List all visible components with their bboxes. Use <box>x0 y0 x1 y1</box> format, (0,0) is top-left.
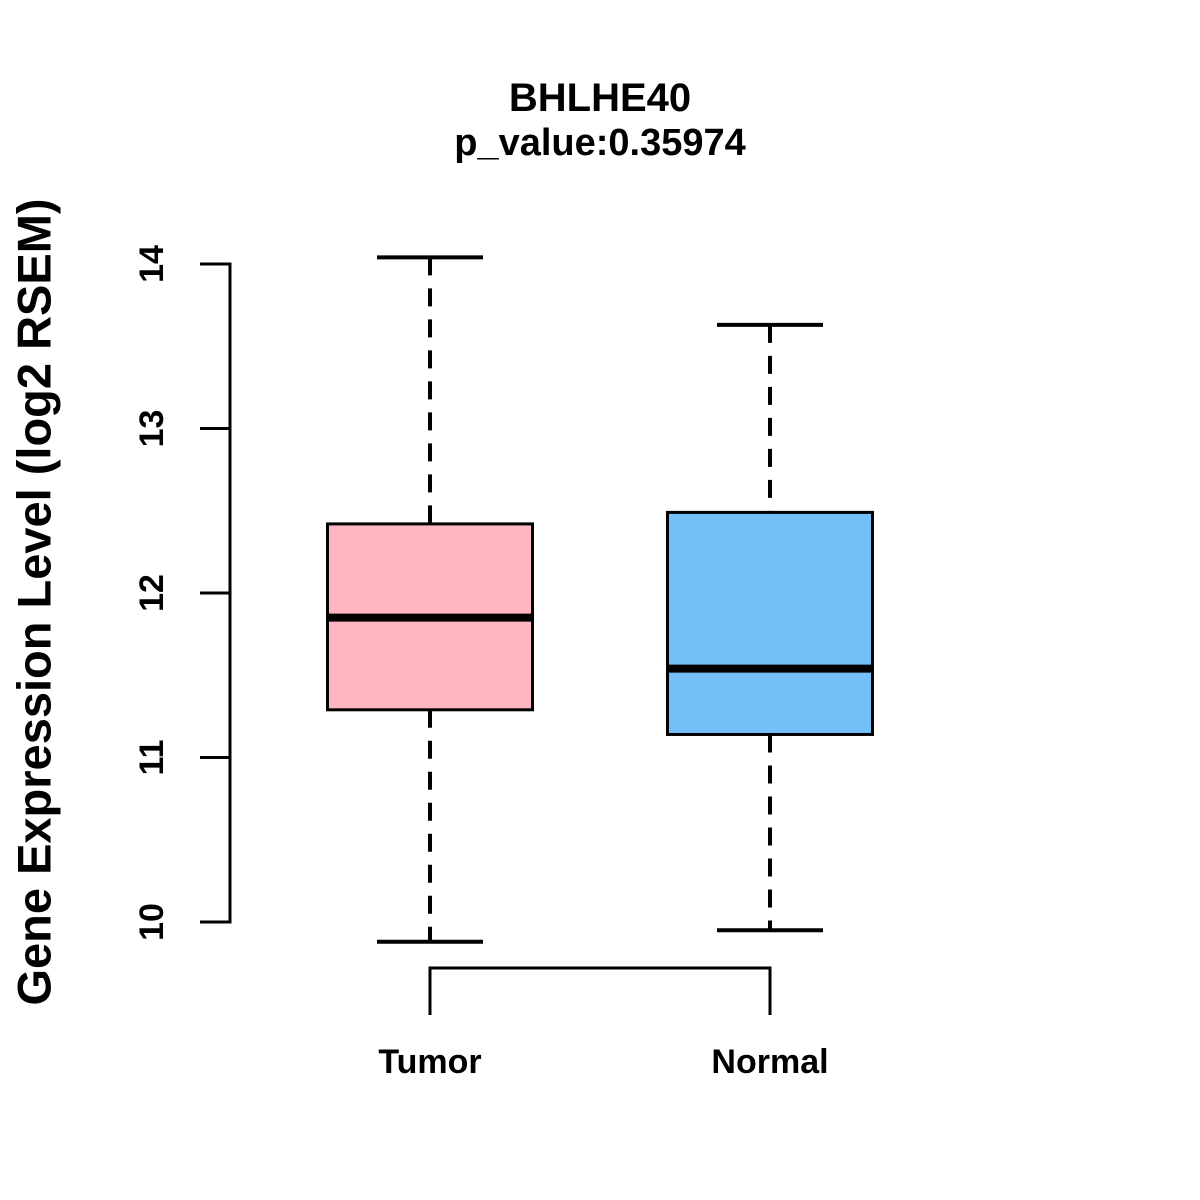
category-bracket <box>428 966 772 1015</box>
y-tick-label: 11 <box>133 740 171 776</box>
chart-title: BHLHE40 <box>508 76 692 120</box>
normal-category-label: Normal <box>711 1043 828 1081</box>
normal-box <box>666 510 874 736</box>
y-tick-label: 10 <box>133 903 171 941</box>
y-tick-label: 12 <box>133 574 171 612</box>
y-tick-label: 14 <box>133 245 171 283</box>
tumor-category-label: Tumor <box>378 1043 481 1081</box>
y-tick-label: 13 <box>133 410 171 448</box>
chart-subtitle: p_value:0.35974 <box>454 122 746 164</box>
y-axis-label: Gene Expression Level (log2 RSEM) <box>7 198 61 1006</box>
